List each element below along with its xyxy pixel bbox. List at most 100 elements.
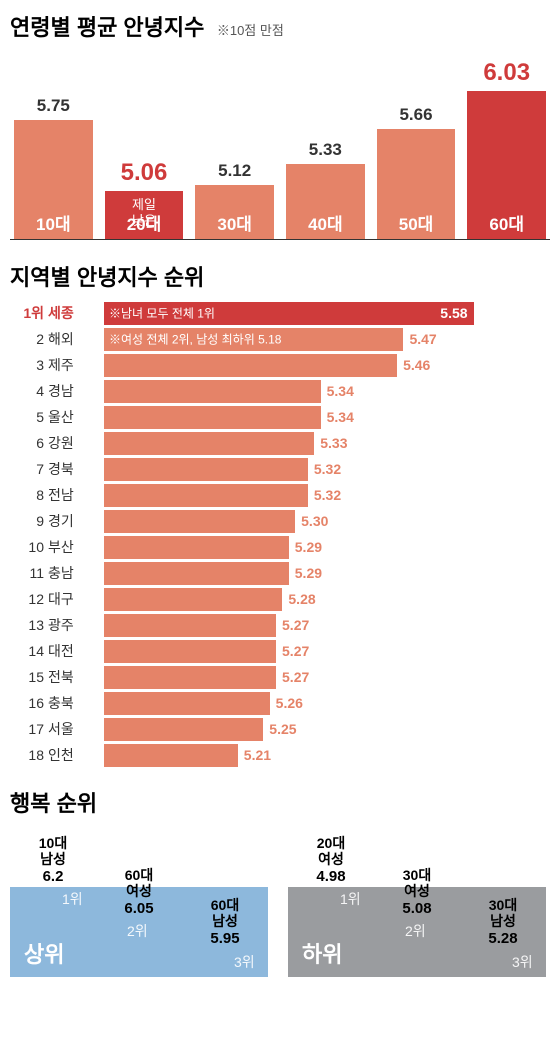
rank-region: 경기: [48, 511, 74, 531]
rank-region: 전남: [48, 485, 74, 505]
bar-value: 5.12: [218, 161, 251, 181]
rank-bar: [104, 510, 295, 533]
rank-note: ※남녀 모두 전체 1위: [109, 305, 215, 322]
rank-region: 서울: [48, 719, 74, 739]
rank-region: 광주: [48, 615, 74, 635]
rank-bar: [104, 588, 282, 611]
age-bar: 5.33 40대: [286, 50, 365, 239]
rank-left: 18인천: [10, 745, 104, 765]
rank-left: 15전북: [10, 667, 104, 687]
podium-step: [460, 949, 546, 977]
podium-entry: 60대남성5.95: [182, 897, 268, 947]
rank-number: 4: [10, 383, 44, 399]
rank-value: 5.30: [295, 513, 328, 529]
rank-region: 대구: [48, 589, 74, 609]
rank-row: 11충남5.29: [10, 560, 550, 586]
podium-value: 5.95: [182, 930, 268, 947]
bar-value: 6.03: [483, 59, 530, 87]
rank-bar: [104, 458, 308, 481]
section1: 연령별 평균 안녕지수 ※10점 만점 5.7510대5.06제일낮은20대5.…: [10, 10, 550, 240]
rank-track: 5.32: [104, 458, 550, 481]
rank-bar: [104, 692, 270, 715]
podium-rank-label: 3위: [512, 952, 533, 972]
rank-value: 5.27: [276, 617, 309, 633]
rank-number: 9: [10, 513, 44, 529]
rank-left: 12대구: [10, 589, 104, 609]
rank-value: 5.27: [276, 643, 309, 659]
rank-row: 1위세종 ※남녀 모두 전체 1위 5.58: [10, 300, 550, 326]
section2-title: 지역별 안녕지수 순위: [10, 260, 204, 292]
rank-bar: [104, 484, 308, 507]
bar-category: 60대: [467, 210, 546, 235]
bar-value: 5.33: [309, 140, 342, 160]
rank-track: 5.46: [104, 354, 550, 377]
rank-row: 17서울 5.25: [10, 716, 550, 742]
rank-row: 12대구 5.28: [10, 586, 550, 612]
podium-rank-label: 2위: [127, 921, 148, 941]
podium-rank-label: 3위: [234, 952, 255, 972]
rank-region: 부산: [48, 537, 74, 557]
bar-category: 20대: [105, 210, 184, 235]
rank-bar: [104, 536, 289, 559]
bar-rect: 30대: [195, 185, 274, 239]
age-bar: 5.75 10대: [14, 50, 93, 239]
section3: 행복 순위 1위10대남성6.22위60대여성6.053위60대남성5.95상위…: [10, 786, 550, 977]
rank-number: 7: [10, 461, 44, 477]
section1-note: ※10점 만점: [217, 23, 284, 38]
rank-row: 15전북 5.27: [10, 664, 550, 690]
rank-number: 13: [10, 617, 44, 633]
rank-left: 6강원: [10, 433, 104, 453]
rank-left: 14대전: [10, 641, 104, 661]
rank-value: 5.27: [276, 669, 309, 685]
rank-row: 4경남 5.34: [10, 378, 550, 404]
rank-left: 2해외: [10, 329, 104, 349]
rank-value: 5.34: [321, 409, 354, 425]
rank-value: 5.34: [321, 383, 354, 399]
bar-value: 5.75: [37, 96, 70, 116]
rank-value: 5.21: [238, 747, 271, 763]
rank-region: 세종: [48, 303, 74, 323]
rank-left: 9경기: [10, 511, 104, 531]
rank-left: 3제주: [10, 355, 104, 375]
podium-label: 상위: [24, 937, 64, 969]
podium-value: 5.08: [374, 900, 460, 917]
rank-left: 8전남: [10, 485, 104, 505]
age-bar: 5.12 30대: [195, 50, 274, 239]
bar-category: 40대: [286, 210, 365, 235]
bar-rect: 60대: [467, 91, 546, 239]
rank-region: 충남: [48, 563, 74, 583]
age-bar-chart: 5.7510대5.06제일낮은20대5.1230대5.3340대5.6650대6…: [10, 50, 550, 240]
age-bar: 6.03 60대: [467, 50, 546, 239]
podium-entry: 10대남성6.2: [10, 835, 96, 885]
rank-value: 5.47: [403, 331, 436, 347]
podium-group: 10대남성: [10, 835, 96, 867]
rank-region: 울산: [48, 407, 74, 427]
rank-track: 5.28: [104, 588, 550, 611]
rank-number: 1위: [10, 303, 44, 323]
bar-category: 10대: [14, 210, 93, 235]
rank-number: 14: [10, 643, 44, 659]
podium-value: 4.98: [288, 868, 374, 885]
podium-rank-label: 2위: [405, 921, 426, 941]
rank-bar: [104, 640, 276, 663]
rank-value: 5.29: [289, 539, 322, 555]
rank-number: 15: [10, 669, 44, 685]
podium-group: 30대여성: [374, 867, 460, 899]
region-rank-list: 1위세종※남녀 모두 전체 1위5.582해외※여성 전체 2위, 남성 최하위…: [10, 300, 550, 768]
rank-value: 5.28: [282, 591, 315, 607]
rank-value: 5.32: [308, 461, 341, 477]
podium-rank-label: 1위: [340, 889, 361, 909]
rank-left: 5울산: [10, 407, 104, 427]
rank-value: 5.25: [263, 721, 296, 737]
podium-top: 1위10대남성6.22위60대여성6.053위60대남성5.95상위: [10, 822, 268, 977]
bar-rect: 10대: [14, 120, 93, 239]
rank-number: 16: [10, 695, 44, 711]
rank-left: 4경남: [10, 381, 104, 401]
rank-left: 7경북: [10, 459, 104, 479]
rank-bar: [104, 718, 263, 741]
rank-bar: [104, 562, 289, 585]
rank-value: 5.58: [440, 305, 473, 321]
rank-left: 10부산: [10, 537, 104, 557]
rank-left: 17서울: [10, 719, 104, 739]
podium-label: 하위: [302, 937, 342, 969]
